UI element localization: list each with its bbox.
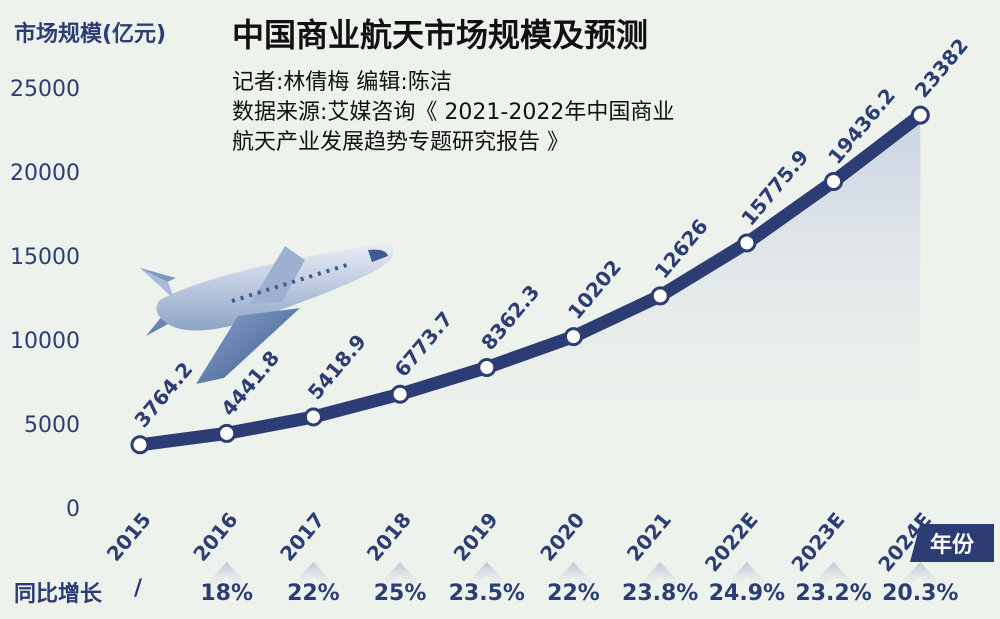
data-label: 5418.9 [303, 330, 371, 405]
growth-chevron-icon [720, 562, 773, 590]
growth-chevron-icon [460, 562, 513, 590]
x-tick-label: 2015 [102, 508, 156, 566]
area-fill [140, 115, 921, 447]
data-point [477, 358, 497, 378]
y-tick-label: 10000 [10, 329, 80, 354]
x-tick-label: 2023E [786, 508, 849, 577]
data-label: 6773.7 [390, 307, 458, 382]
growth-value: 23.2% [795, 581, 871, 606]
y-axis-title: 市场规模(亿元) [14, 22, 167, 47]
growth-chevron-icon [374, 562, 427, 590]
x-axis-unit-badge: 年份 [910, 524, 994, 562]
data-point [217, 423, 237, 443]
growth-chevron-icon [547, 562, 600, 590]
growth-chevron-icon [200, 562, 253, 590]
data-point [824, 171, 844, 191]
growth-row: 18% 22% 25% 23.5% 22% 23.8% 24.9% 23.2% 20.3% [200, 562, 958, 606]
source-line-1: 数据来源:艾媒咨询《 2021-2022年中国商业 [232, 100, 675, 125]
growth-value: 25% [374, 581, 427, 606]
y-tick-label: 20000 [10, 161, 80, 186]
area-fill-layer [140, 115, 921, 447]
growth-value: 23.5% [449, 581, 525, 606]
airplane-icon [140, 244, 394, 384]
data-point [303, 407, 323, 427]
y-tick-label: 25000 [10, 77, 80, 102]
series-line [133, 108, 927, 452]
y-tick-label: 0 [66, 497, 80, 522]
growth-chevron-icon [807, 562, 860, 590]
x-tick-label: 2022E [700, 508, 763, 577]
data-point [650, 286, 670, 306]
growth-chevron-icon [894, 562, 947, 590]
data-point [130, 435, 150, 455]
y-tick-label: 5000 [24, 413, 80, 438]
growth-row-label: 同比增长 [14, 582, 103, 607]
series-line-layer [133, 108, 927, 452]
growth-value: 20.3% [882, 581, 958, 606]
data-label: 8362.3 [476, 280, 544, 355]
growth-value: 23.8% [622, 581, 698, 606]
data-label: 23382 [910, 34, 973, 103]
data-point [390, 384, 410, 404]
x-tick-label: 2017 [275, 508, 329, 566]
credits: 记者:林倩梅 编辑:陈洁 [232, 70, 452, 95]
source-line-2: 航天产业发展趋势专题研究报告 》 [232, 130, 569, 155]
growth-row-separator: / [134, 576, 143, 601]
x-tick-label: 2018 [362, 508, 416, 566]
growth-value: 24.9% [709, 581, 785, 606]
data-point [564, 327, 583, 347]
data-point [737, 233, 757, 253]
chart-title: 中国商业航天市场规模及预测 [232, 16, 649, 54]
x-tick-label: 2019 [448, 508, 502, 566]
growth-value: 18% [200, 581, 253, 606]
data-point-layer [130, 105, 930, 455]
y-axis: 0 5000 10000 15000 20000 25000 [10, 77, 80, 522]
x-tick-label: 2021 [622, 508, 676, 566]
growth-chevron-icon [287, 562, 340, 590]
data-point [910, 105, 930, 125]
growth-value: 22% [287, 581, 340, 606]
growth-value: 22% [547, 581, 600, 606]
x-tick-label: 2016 [188, 508, 242, 566]
data-label: 3764.2 [129, 357, 197, 432]
x-tick-label: 2020 [535, 508, 589, 566]
y-tick-label: 15000 [10, 245, 80, 270]
growth-chevron-icon [634, 562, 687, 590]
